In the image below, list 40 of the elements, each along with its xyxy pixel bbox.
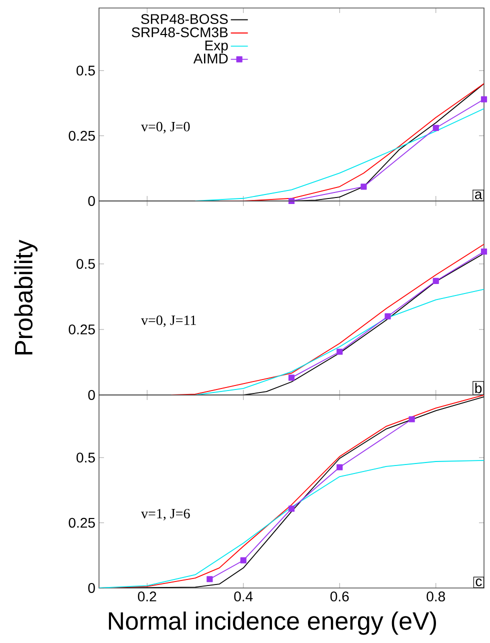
x-tick-label: 0.6 — [330, 592, 349, 602]
annotation: b — [475, 382, 482, 394]
point — [336, 464, 343, 470]
annotation: c — [476, 578, 482, 586]
legend-label: AIMD — [193, 54, 228, 64]
annotation: v=1, J=6 — [141, 508, 190, 520]
annotation: a — [475, 192, 482, 200]
x-axis-title: Normal incidence energy (eV) — [108, 612, 436, 635]
point — [288, 506, 295, 512]
point — [480, 248, 488, 255]
y-tick-label: 0.5 — [76, 258, 95, 269]
y-axis-title: Probability — [14, 240, 38, 354]
point — [408, 416, 415, 422]
line-series — [99, 460, 484, 588]
point — [288, 374, 295, 381]
y-tick-label: 0.5 — [76, 452, 95, 463]
x-tick-label: 0.4 — [234, 592, 253, 602]
annotation: v=0, J=0 — [141, 122, 190, 134]
line-series — [194, 288, 484, 395]
legend-label: Exp — [205, 40, 228, 54]
legend-label: SRP48-BOSS — [141, 14, 228, 24]
y-tick-label: 0 — [88, 583, 95, 593]
x-tick-label: 0.8 — [426, 592, 445, 602]
y-tick-label: 0 — [88, 196, 95, 206]
point — [432, 124, 439, 132]
y-tick-label: 0.5 — [76, 66, 95, 76]
point — [384, 313, 391, 320]
legend-label: SRP48-SCM3B — [132, 27, 228, 38]
point — [206, 576, 213, 582]
y-tick-label: 0.25 — [68, 130, 95, 141]
point — [240, 557, 246, 564]
point — [480, 96, 488, 102]
point — [432, 278, 439, 284]
point — [336, 348, 343, 355]
x-tick-label: 0.2 — [138, 592, 156, 602]
point — [360, 184, 367, 190]
y-tick-label: 0.25 — [68, 324, 95, 334]
y-tick-label: 0.25 — [68, 518, 95, 528]
y-tick-label: 0 — [88, 390, 95, 400]
annotation: v=0, J=11 — [141, 316, 196, 328]
